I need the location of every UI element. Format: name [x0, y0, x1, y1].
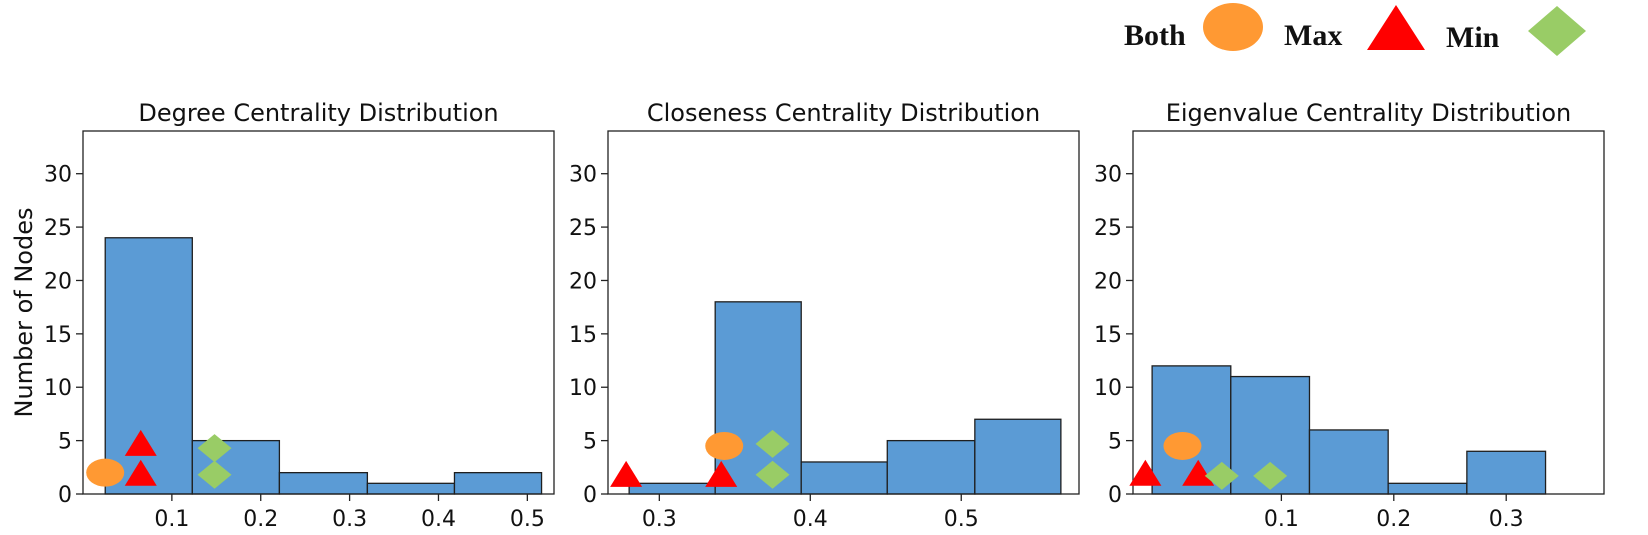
- x-tick-label: 0.3: [1489, 507, 1524, 532]
- chart-panel-1: 0 5 10 15 20 25 30 0.1 0.2 0.3 0.4 0.5 Degree Centra…: [10, 99, 555, 532]
- y-tick-label: 10: [1094, 376, 1122, 401]
- chart-title: Closeness Centrality Distribution: [647, 99, 1040, 127]
- chart-title: Degree Centrality Distribution: [138, 99, 498, 127]
- chart-title: Eigenvalue Centrality Distribution: [1166, 99, 1572, 127]
- x-tick-label: 0.5: [510, 507, 545, 532]
- y-tick-label: 15: [1094, 323, 1122, 348]
- legend-item-both: Both: [1124, 3, 1263, 52]
- chart-panel-2: 0 5 10 15 20 25 30 0.3 0.4 0.5 Closeness Centralit…: [569, 99, 1080, 532]
- y-tick-label: 25: [569, 216, 597, 241]
- y-tick-label: 20: [1094, 269, 1122, 294]
- marker-max: [705, 460, 738, 487]
- histogram-bar: [1466, 450, 1547, 495]
- legend-item-min: Min: [1446, 6, 1586, 56]
- legend-marker-max: [1367, 5, 1425, 50]
- histogram-bar: [453, 471, 543, 495]
- y-tick-label: 15: [44, 323, 72, 348]
- marker-max: [1129, 459, 1162, 486]
- x-tick-label: 0.3: [642, 507, 677, 532]
- marker-both: [1163, 431, 1202, 460]
- plot-frame: [607, 130, 1080, 495]
- y-tick-label: 25: [1094, 216, 1122, 241]
- marker-both: [86, 458, 125, 487]
- y-axis-label: Number of Nodes: [10, 208, 38, 418]
- histogram-bar: [366, 482, 456, 495]
- histogram-bar: [974, 418, 1062, 495]
- x-tick-label: 0.2: [1376, 507, 1411, 532]
- histogram-bar: [800, 461, 888, 495]
- histogram-bar: [1387, 482, 1468, 495]
- x-tick-label: 0.1: [1264, 507, 1299, 532]
- marker-max: [610, 460, 643, 487]
- y-tick-label: 0: [58, 483, 72, 508]
- y-tick-label: 20: [569, 269, 597, 294]
- marker-min: [755, 460, 790, 489]
- marker-max: [1182, 459, 1215, 486]
- y-tick-label: 5: [58, 430, 72, 455]
- y-tick-label: 30: [569, 163, 597, 188]
- histogram-bar: [714, 301, 802, 495]
- marker-max: [124, 459, 157, 486]
- x-tick-label: 0.4: [421, 507, 456, 532]
- y-tick-label: 30: [1094, 163, 1122, 188]
- y-tick-label: 15: [569, 323, 597, 348]
- x-tick-label: 0.1: [154, 507, 189, 532]
- marker-max: [124, 429, 157, 456]
- histogram-bar: [628, 482, 716, 495]
- legend: Both Max Min: [1124, 3, 1586, 56]
- chart-panel-3: 0 5 10 15 20 25 30 0.1 0.2 0.3 Eigenvalue Centrali…: [1094, 99, 1605, 532]
- histogram-bar: [886, 439, 976, 495]
- legend-item-max: Max: [1284, 5, 1425, 52]
- marker-min: [755, 429, 790, 458]
- y-tick-label: 5: [583, 430, 597, 455]
- legend-marker-min: [1528, 6, 1586, 56]
- y-tick-label: 0: [1108, 483, 1122, 508]
- y-tick-label: 10: [569, 376, 597, 401]
- marker-min: [1253, 461, 1288, 490]
- y-tick-label: 0: [583, 483, 597, 508]
- panels: 0 5 10 15 20 25 30 0.1 0.2 0.3 0.4 0.5 Degree Centra…: [10, 99, 1605, 532]
- plot-frame: [1132, 130, 1605, 495]
- x-tick-label: 0.3: [332, 507, 367, 532]
- y-tick-label: 10: [44, 376, 72, 401]
- x-tick-label: 0.2: [243, 507, 278, 532]
- legend-label-both: Both: [1124, 19, 1186, 52]
- y-tick-label: 30: [44, 163, 72, 188]
- y-tick-label: 5: [1108, 430, 1122, 455]
- plot-frame: [82, 130, 555, 495]
- marker-min: [197, 460, 232, 489]
- marker-both: [705, 431, 744, 460]
- histogram-bar: [278, 471, 369, 495]
- legend-marker-both: [1203, 3, 1263, 51]
- marker-min: [197, 434, 232, 463]
- marker-min: [1204, 461, 1239, 490]
- legend-label-max: Max: [1284, 19, 1342, 52]
- histogram-bar: [1308, 429, 1389, 495]
- x-tick-label: 0.5: [944, 507, 979, 532]
- y-tick-label: 20: [44, 269, 72, 294]
- y-tick-label: 25: [44, 216, 72, 241]
- x-tick-label: 0.4: [793, 507, 828, 532]
- legend-label-min: Min: [1446, 21, 1500, 54]
